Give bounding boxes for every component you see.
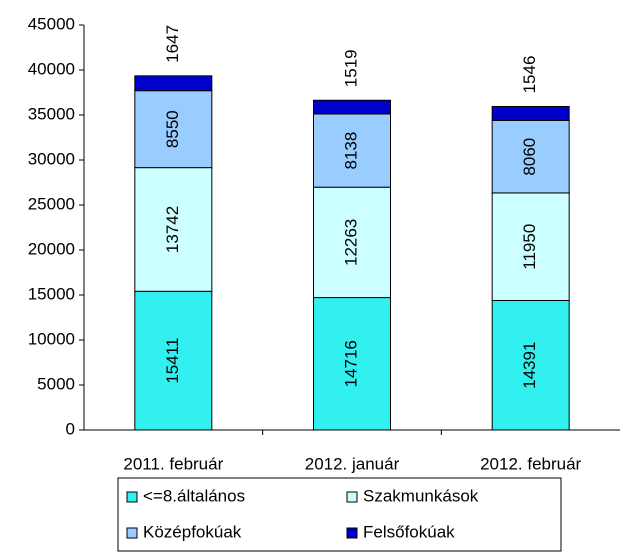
legend-swatch <box>126 491 138 503</box>
y-tick-label: 5000 <box>37 374 75 393</box>
bar-segment <box>491 192 570 301</box>
data-label: 11950 <box>520 224 539 270</box>
data-label: 14391 <box>520 342 539 389</box>
bar-segment <box>313 99 391 115</box>
legend-box <box>117 477 562 552</box>
legend-label: Szakmunkások <box>363 486 479 505</box>
bar-segment <box>313 297 391 431</box>
legend-label: Felsőfokúak <box>363 522 455 541</box>
bar-segment <box>491 119 570 194</box>
y-tick-label: 45000 <box>28 14 75 33</box>
bar-segment <box>134 290 213 431</box>
x-tick-label: 2012. január <box>305 454 400 473</box>
y-tick-label: 15000 <box>28 284 75 303</box>
y-tick-label: 40000 <box>28 59 75 78</box>
bar-segment <box>134 75 213 92</box>
bar-segment <box>134 90 213 169</box>
y-tick-label: 10000 <box>28 329 75 348</box>
data-label: 1647 <box>163 25 182 63</box>
legend-swatch <box>346 527 358 539</box>
y-tick-label: 30000 <box>28 149 75 168</box>
y-tick-label: 0 <box>66 419 75 438</box>
data-label: 1519 <box>341 49 360 87</box>
data-label: 15411 <box>163 338 182 384</box>
bar-segment <box>313 186 391 299</box>
x-tick-label: 2011. február <box>123 454 223 473</box>
legend-swatch <box>126 527 138 539</box>
legend-label: <=8.általános <box>143 486 245 505</box>
data-label: 14716 <box>341 340 360 387</box>
data-label: 8138 <box>341 132 360 170</box>
bar-segment <box>313 113 391 188</box>
bar-segment <box>491 105 570 121</box>
legend-label: Középfokúak <box>143 522 242 541</box>
bar-segment <box>134 167 213 292</box>
bar-segment <box>491 299 570 431</box>
data-label: 8060 <box>520 138 539 176</box>
data-label: 13742 <box>163 206 182 253</box>
data-label: 8550 <box>163 110 182 148</box>
y-tick-label: 20000 <box>28 239 75 258</box>
y-tick-label: 35000 <box>28 104 75 123</box>
x-tick-label: 2012. február <box>480 454 581 473</box>
legend-swatch <box>346 491 358 503</box>
data-label: 1546 <box>520 56 539 94</box>
y-tick-label: 25000 <box>28 194 75 213</box>
data-label: 12263 <box>341 219 360 266</box>
